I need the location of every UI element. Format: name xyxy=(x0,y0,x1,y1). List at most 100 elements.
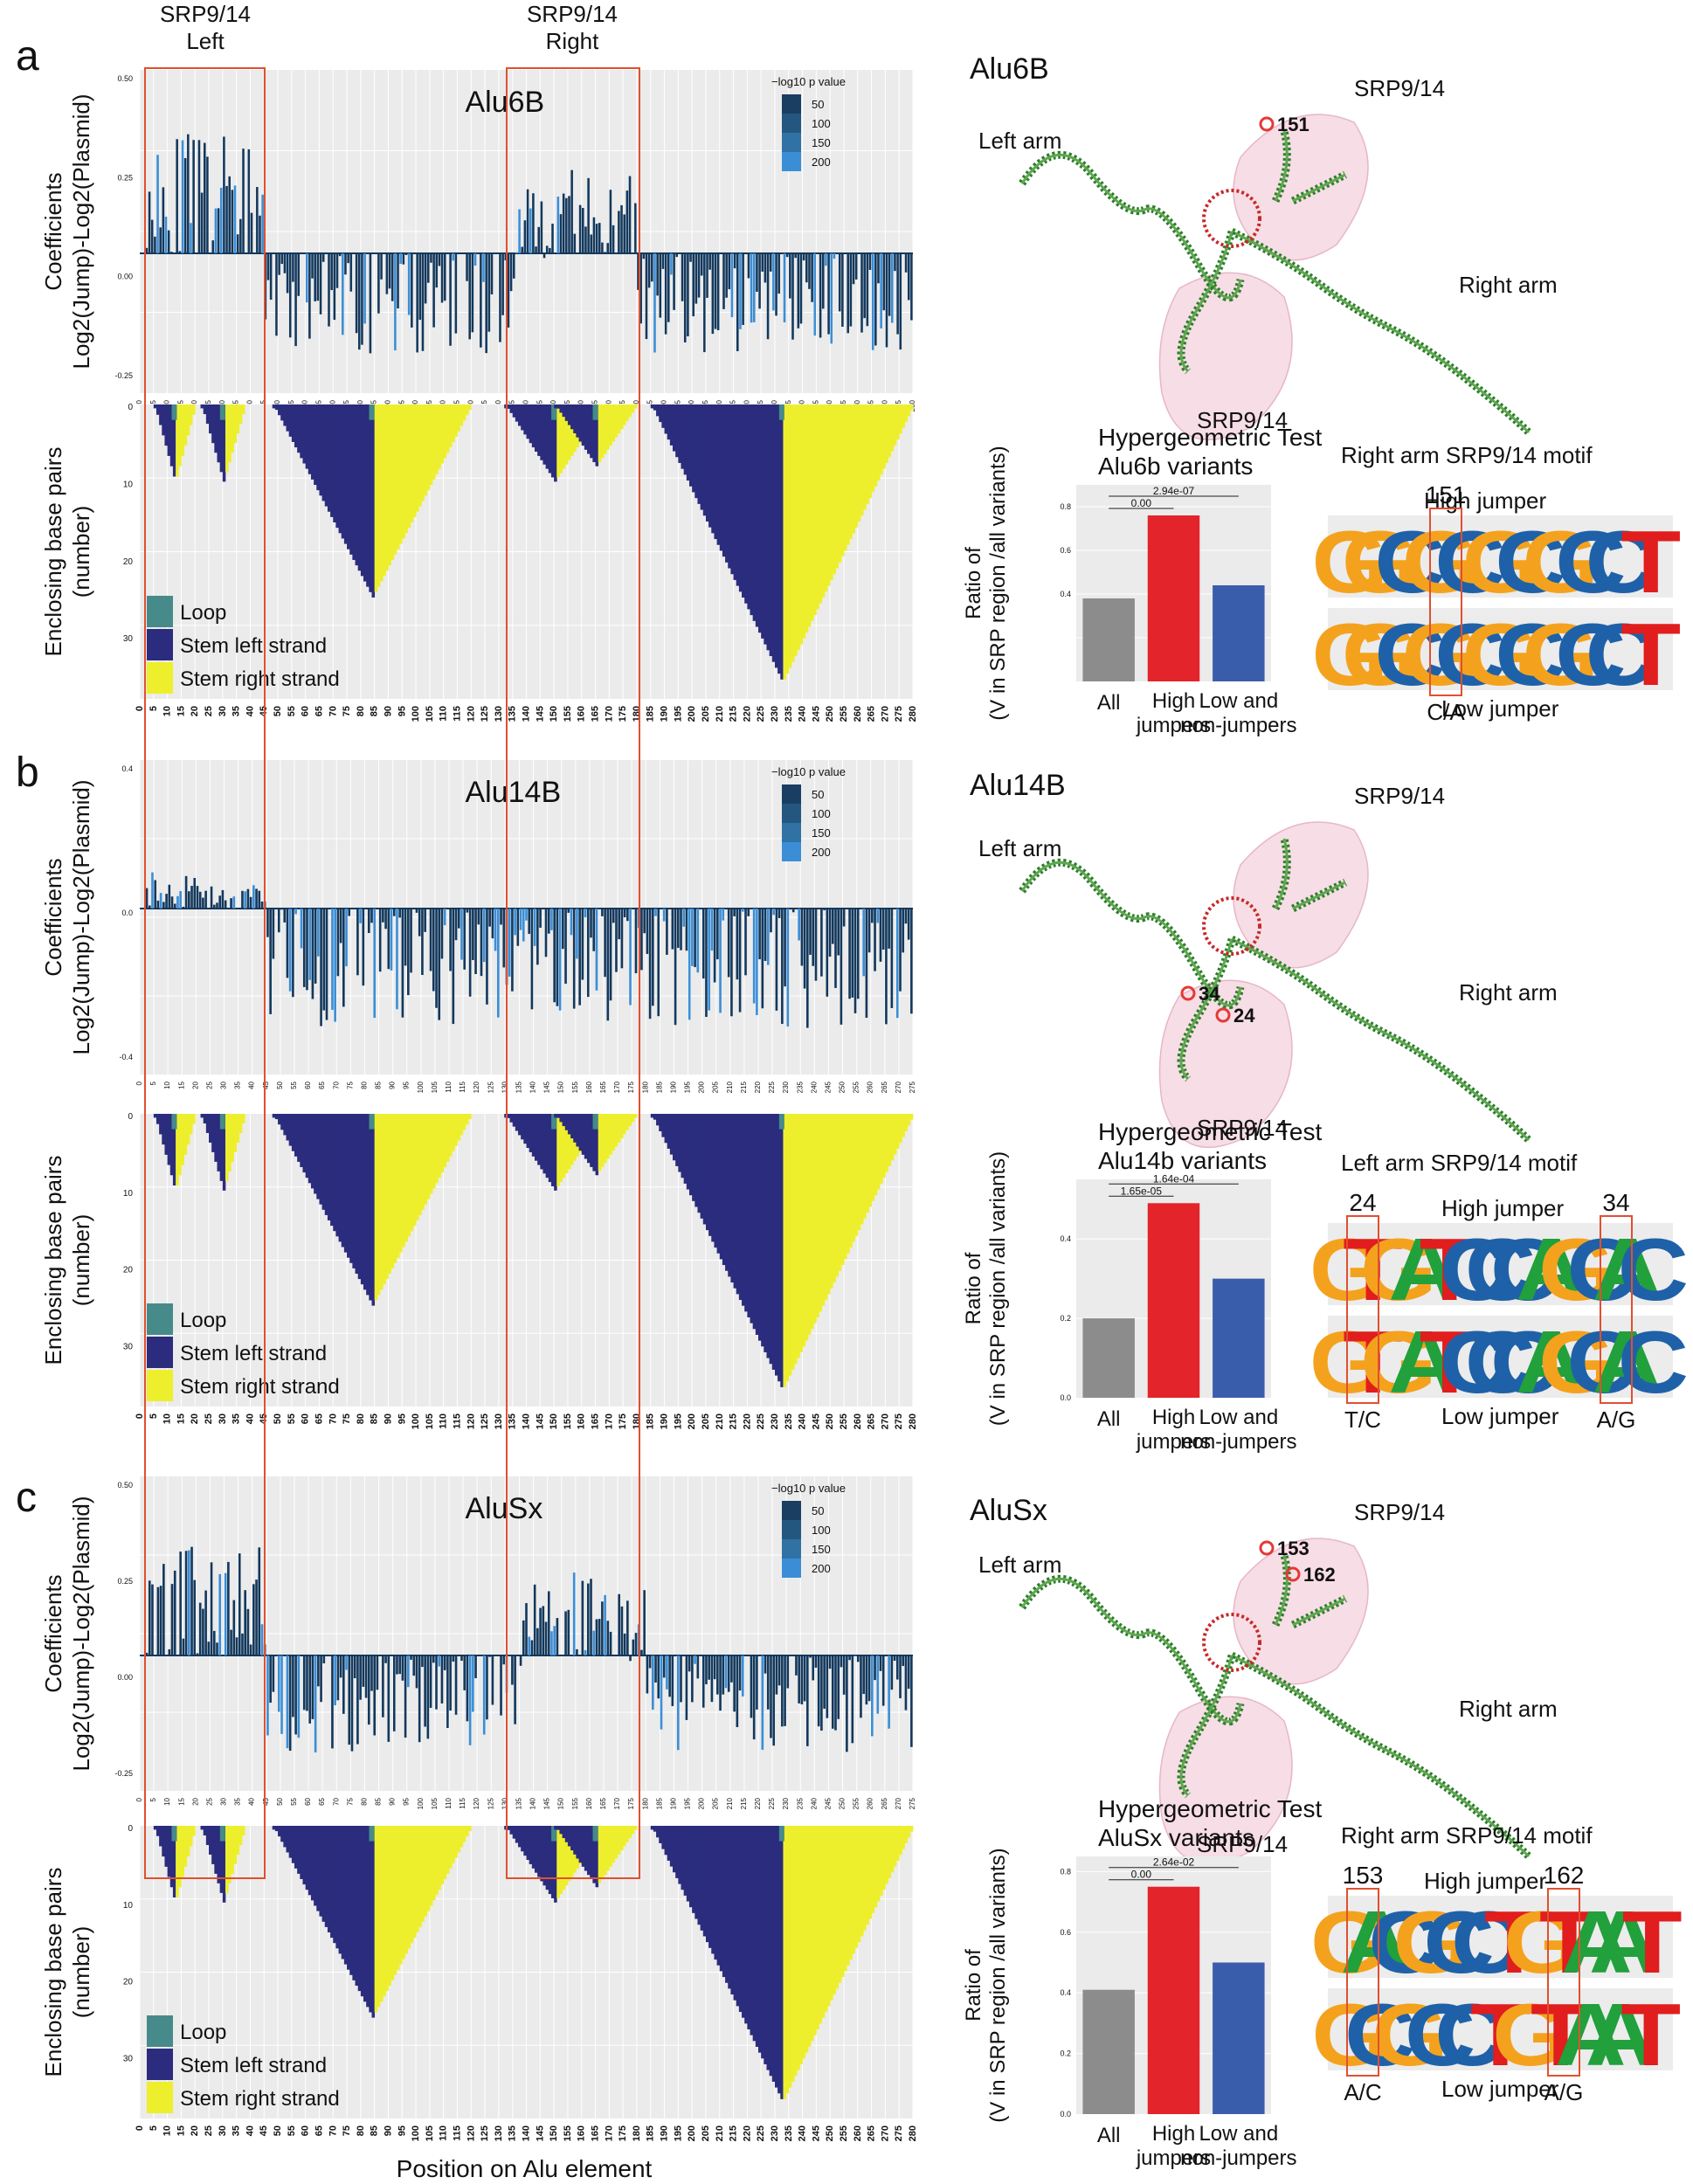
coef-bar xyxy=(806,1655,809,1746)
coef-bar xyxy=(204,890,207,909)
pair-bar xyxy=(231,1114,234,1162)
coef-bar xyxy=(741,909,744,912)
coef-bar xyxy=(283,253,287,273)
position-tick: 190 xyxy=(660,1413,670,1429)
coef-bar xyxy=(421,1655,424,1668)
position-tick: 110 xyxy=(439,706,449,722)
pair-bar xyxy=(412,404,417,517)
pair-bar xyxy=(457,1114,461,1141)
position-tick: 40 xyxy=(248,1081,256,1089)
logo-letter: C xyxy=(1465,1312,1536,1412)
coef-bar xyxy=(397,253,399,309)
position-tick: 20 xyxy=(190,399,198,407)
hyper-tick-label: 0.8 xyxy=(1060,502,1071,511)
pair-bar xyxy=(297,404,301,453)
coef-bar xyxy=(652,1655,654,1711)
pair-bar xyxy=(294,404,298,448)
hyper-title: Hypergeometric Test xyxy=(1098,1795,1322,1822)
coef-bar xyxy=(652,909,654,1006)
pair-bar xyxy=(564,404,569,421)
logo-letter: C xyxy=(1374,605,1445,704)
coef-bar xyxy=(581,1580,584,1655)
pair-bar xyxy=(830,404,833,580)
structure-legend-swatch xyxy=(147,662,173,694)
logo-letter: G xyxy=(1360,1220,1437,1319)
hyper-category-label: All xyxy=(1097,1407,1121,1431)
coef-bar xyxy=(775,253,777,316)
coef-bar xyxy=(725,253,728,298)
position-tick: 170 xyxy=(604,1413,614,1429)
coef-bar xyxy=(637,253,639,290)
position-tick: 230 xyxy=(770,1413,780,1429)
pair-bar xyxy=(393,1114,397,1263)
position-tick: 30 xyxy=(218,399,226,407)
logo-letter: T xyxy=(1420,1312,1480,1412)
coef-bar xyxy=(412,1655,416,1676)
coef-chart-c: 0.500.250.00-0.250 5 10 15 20 25 30 35 40 45 50 55 6… xyxy=(40,1476,916,1809)
position-tick: 135 xyxy=(508,706,518,722)
coef-bar xyxy=(770,1655,772,1738)
pair-bar xyxy=(730,404,734,575)
coef-bar xyxy=(595,1619,598,1655)
pval-legend-swatch xyxy=(782,1520,801,1539)
coef-bar xyxy=(640,1649,643,1655)
coef-bar xyxy=(526,189,529,253)
coef-tick-label: 0.50 xyxy=(117,74,133,83)
pval-legend-swatch xyxy=(782,1539,801,1559)
pair-bar xyxy=(802,1826,806,2059)
coef-bar xyxy=(392,909,396,916)
pair-bar xyxy=(559,404,563,473)
coef-bar xyxy=(355,253,358,334)
coef-bar xyxy=(499,253,501,342)
pair-bar xyxy=(203,404,207,415)
coef-bar xyxy=(367,1655,370,1725)
pair-bar xyxy=(443,1114,447,1167)
pair-ylabel: (number) xyxy=(68,1214,94,1306)
coef-bar xyxy=(463,909,466,970)
pair-bar xyxy=(742,1114,745,1306)
coef-bar xyxy=(694,909,696,968)
coef-bar xyxy=(888,253,891,316)
pair-bar xyxy=(675,1826,679,1878)
hyper-category-label: High jumpers xyxy=(1136,689,1211,737)
coef-bar xyxy=(896,253,899,335)
pair-bar xyxy=(702,1826,707,1937)
coef-bar xyxy=(258,890,261,909)
position-tick: 200 xyxy=(687,2125,697,2141)
position-tick: 0 xyxy=(135,1413,145,1419)
pair-bar xyxy=(308,1826,312,1896)
pair-bar xyxy=(857,1114,861,1231)
pair-bar xyxy=(559,1826,563,1835)
logo-letter: G xyxy=(1372,1985,1448,2084)
pair-bar xyxy=(429,404,433,486)
coef-bar xyxy=(392,1655,396,1731)
position-tick: 10 xyxy=(162,2125,173,2136)
pair-bar xyxy=(396,1114,400,1258)
pair-bar xyxy=(457,404,461,432)
pair-bar xyxy=(581,1114,585,1155)
pair-bar xyxy=(465,1826,469,1837)
pair-bar xyxy=(783,1114,787,1387)
pair-bar xyxy=(390,404,395,560)
position-tick: 10 xyxy=(163,1081,171,1089)
pair-bar xyxy=(407,1826,411,1949)
coef-bar xyxy=(812,909,815,966)
coef-bar xyxy=(454,1655,458,1715)
coef-bar xyxy=(388,253,391,289)
coef-bar xyxy=(238,1553,241,1655)
srp-bubble xyxy=(1233,821,1369,969)
pair-bar xyxy=(692,1114,695,1201)
coef-ylabel: Coefficients xyxy=(40,858,66,976)
coef-bar xyxy=(435,253,439,288)
coef-bar xyxy=(416,253,418,353)
coef-bar xyxy=(786,909,790,1027)
pair-bar xyxy=(849,1114,853,1248)
position-tick: 145 xyxy=(535,2125,545,2141)
structure-legend-item: Stem right strand xyxy=(180,667,340,691)
coef-bar xyxy=(490,253,494,294)
coef-bar xyxy=(224,1572,227,1655)
hyper-tick-label: 0.4 xyxy=(1060,590,1071,598)
coef-bar xyxy=(849,253,853,327)
